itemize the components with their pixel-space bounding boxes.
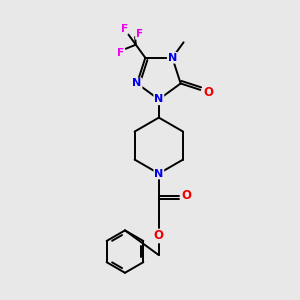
Text: O: O: [154, 230, 164, 242]
Text: N: N: [168, 53, 177, 63]
Text: N: N: [154, 169, 164, 178]
Text: N: N: [154, 94, 164, 104]
Text: N: N: [132, 79, 142, 88]
Text: F: F: [136, 29, 143, 39]
Text: F: F: [121, 24, 128, 34]
Text: O: O: [181, 189, 191, 202]
Text: O: O: [203, 86, 213, 99]
Text: F: F: [117, 48, 124, 58]
